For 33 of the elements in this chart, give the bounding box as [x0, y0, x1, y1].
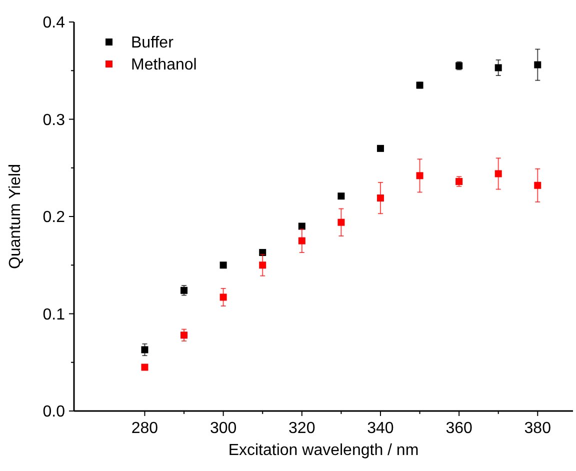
- y-tick-label: 0.2: [42, 209, 66, 226]
- point: [416, 172, 424, 180]
- y-tick-label: 0.3: [42, 112, 66, 129]
- point: [494, 64, 502, 72]
- x-tick-label: 360: [446, 420, 472, 437]
- point: [141, 364, 148, 371]
- y-tick-label: 0.4: [42, 14, 66, 32]
- point: [180, 332, 188, 339]
- x-axis-title: Excitation wavelength / nm: [228, 442, 419, 459]
- y-axis-title: Quantum Yield: [7, 164, 24, 269]
- y-tick-label: 0.0: [42, 404, 66, 421]
- x-tick-label: 300: [210, 420, 237, 437]
- point: [494, 170, 502, 178]
- x-tick-label: 380: [524, 420, 552, 437]
- x-tick-label: 280: [131, 420, 158, 437]
- point: [141, 346, 148, 354]
- point: [456, 178, 463, 185]
- point: [534, 61, 542, 68]
- point: [180, 286, 188, 294]
- point: [338, 192, 345, 200]
- y-tick-label: 0.1: [42, 306, 66, 324]
- point: [220, 262, 227, 269]
- point: [298, 237, 306, 244]
- point: [376, 144, 384, 152]
- point: [338, 218, 345, 226]
- point: [259, 262, 266, 269]
- x-tick-label: 320: [288, 420, 316, 437]
- x-tick-label: 340: [367, 420, 394, 437]
- point: [534, 182, 542, 189]
- legend-label: Methanol: [131, 56, 197, 74]
- legend-label: Buffer: [131, 34, 174, 52]
- point: [220, 294, 227, 301]
- point: [376, 194, 384, 202]
